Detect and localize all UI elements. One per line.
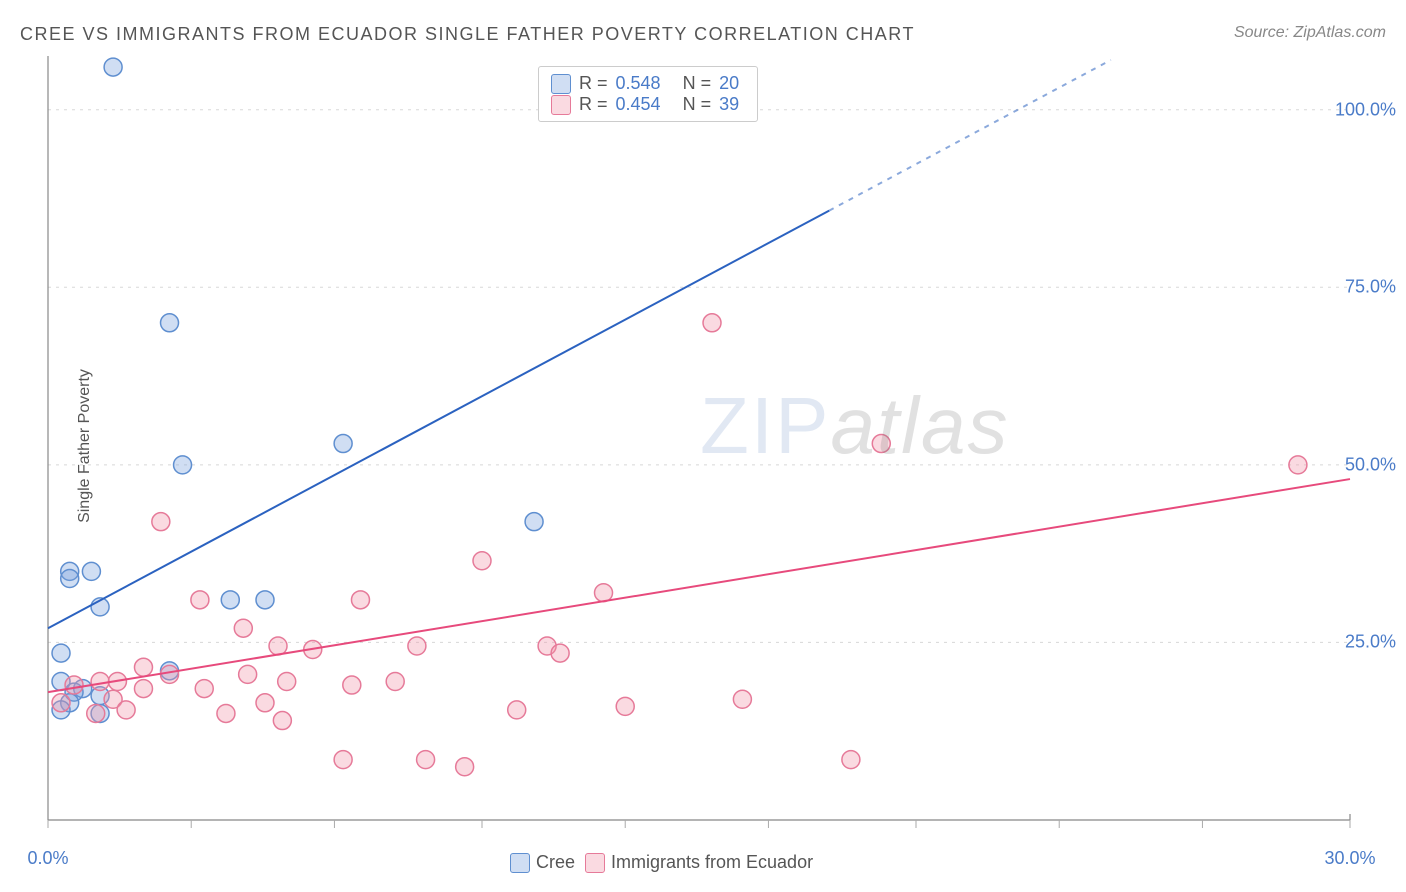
- scatter-point: [239, 665, 257, 683]
- scatter-point: [161, 314, 179, 332]
- scatter-point: [525, 513, 543, 531]
- legend-series-name: Immigrants from Ecuador: [611, 852, 813, 873]
- scatter-point: [161, 665, 179, 683]
- legend-swatch: [585, 853, 605, 873]
- scatter-point: [456, 758, 474, 776]
- legend-n-value: 20: [719, 73, 739, 94]
- y-tick-label: 100.0%: [1335, 99, 1396, 120]
- scatter-point: [334, 751, 352, 769]
- scatter-point: [52, 644, 70, 662]
- scatter-point: [195, 680, 213, 698]
- scatter-point: [595, 584, 613, 602]
- x-tick-label: 0.0%: [27, 848, 68, 869]
- scatter-point: [616, 697, 634, 715]
- scatter-point: [473, 552, 491, 570]
- legend-r-value: 0.548: [616, 73, 661, 94]
- y-tick-label: 50.0%: [1345, 454, 1396, 475]
- scatter-point: [91, 672, 109, 690]
- scatter-point: [278, 672, 296, 690]
- correlation-legend: R = 0.548 N = 20 R = 0.454 N = 39: [538, 66, 758, 122]
- scatter-point: [1289, 456, 1307, 474]
- scatter-point: [256, 591, 274, 609]
- scatter-point: [872, 435, 890, 453]
- scatter-point: [334, 435, 352, 453]
- legend-swatch: [551, 95, 571, 115]
- legend-r-label: R =: [579, 94, 608, 115]
- legend-bottom-item: Immigrants from Ecuador: [585, 852, 813, 873]
- legend-top-row: R = 0.548 N = 20: [551, 73, 745, 94]
- legend-top-row: R = 0.454 N = 39: [551, 94, 745, 115]
- scatter-point: [82, 562, 100, 580]
- legend-n-value: 39: [719, 94, 739, 115]
- scatter-point: [134, 658, 152, 676]
- scatter-point: [117, 701, 135, 719]
- scatter-point: [61, 570, 79, 588]
- scatter-plot: [0, 0, 1406, 892]
- scatter-point: [65, 676, 83, 694]
- scatter-point: [842, 751, 860, 769]
- scatter-point: [152, 513, 170, 531]
- scatter-point: [733, 690, 751, 708]
- scatter-point: [508, 701, 526, 719]
- scatter-point: [351, 591, 369, 609]
- scatter-point: [551, 644, 569, 662]
- scatter-point: [52, 694, 70, 712]
- legend-swatch: [551, 74, 571, 94]
- legend-r-value: 0.454: [616, 94, 661, 115]
- scatter-point: [256, 694, 274, 712]
- legend-n-label: N =: [683, 73, 712, 94]
- scatter-point: [408, 637, 426, 655]
- legend-series-name: Cree: [536, 852, 575, 873]
- legend-n-label: N =: [683, 94, 712, 115]
- legend-bottom-item: Cree: [510, 852, 575, 873]
- y-tick-label: 25.0%: [1345, 632, 1396, 653]
- scatter-point: [134, 680, 152, 698]
- scatter-point: [191, 591, 209, 609]
- scatter-point: [174, 456, 192, 474]
- legend-swatch: [510, 853, 530, 873]
- scatter-point: [273, 712, 291, 730]
- scatter-point: [417, 751, 435, 769]
- x-tick-label: 30.0%: [1324, 848, 1375, 869]
- scatter-point: [269, 637, 287, 655]
- scatter-point: [386, 672, 404, 690]
- series-legend: Cree Immigrants from Ecuador: [510, 852, 813, 873]
- scatter-point: [87, 704, 105, 722]
- y-tick-label: 75.0%: [1345, 277, 1396, 298]
- scatter-point: [104, 58, 122, 76]
- legend-r-label: R =: [579, 73, 608, 94]
- scatter-point: [217, 704, 235, 722]
- scatter-point: [221, 591, 239, 609]
- scatter-point: [343, 676, 361, 694]
- chart-container: CREE VS IMMIGRANTS FROM ECUADOR SINGLE F…: [0, 0, 1406, 892]
- scatter-point: [703, 314, 721, 332]
- scatter-point: [234, 619, 252, 637]
